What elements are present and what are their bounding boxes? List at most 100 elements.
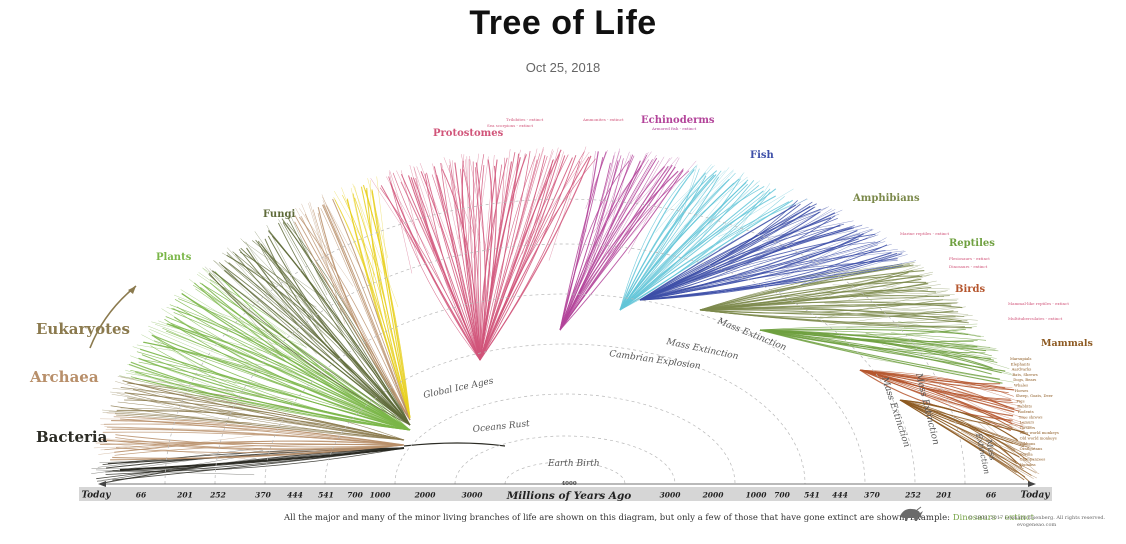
event-label-cambrian-explosion: Cambrian Explosion: [609, 349, 702, 372]
axis-tick-right-8: 201: [935, 491, 952, 500]
mammal-label-16: Gibbons: [1020, 441, 1036, 446]
branch-sector-amphibians: [699, 262, 978, 329]
extinct-label-marine-reptiles: Marine reptiles - extinct: [900, 231, 950, 236]
branch-sector-eukaryotes: [102, 376, 405, 441]
copyright-notice: © 2008, 2017 Leonard Eisenberg. All righ…: [968, 515, 1105, 529]
group-label-archaea: Archaea: [29, 368, 99, 386]
time-ellipse-5: [264, 293, 866, 485]
branch-sector-protostomes: [370, 146, 596, 361]
mammal-label-9: Rabbits: [1017, 404, 1032, 409]
group-label-plants: Plants: [156, 252, 192, 263]
axis-tick-left-5: 444: [287, 491, 303, 500]
extinct-label-ammonites: Ammonites - extinct: [582, 117, 624, 122]
axis-tick-left-6: 541: [318, 491, 334, 500]
time-ellipse-2: [454, 435, 676, 485]
axis-tick-right-2: 1000: [746, 491, 768, 500]
mammal-label-11: Tree shrews: [1019, 414, 1043, 419]
branch-sector-fish-light: [619, 164, 808, 311]
mammal-label-7: Sheep, Goats, Deer: [1016, 393, 1053, 398]
timeline-arrow-left: [98, 481, 106, 487]
diagram-caption: All the major and many of the minor livi…: [284, 513, 1034, 523]
event-label-oceans-rust: Oceans Rust: [472, 419, 530, 435]
axis-tick-left-10: 3000: [462, 491, 484, 500]
mammal-label-1: Elephants: [1011, 361, 1030, 366]
mammal-label-6: Horses: [1015, 388, 1029, 393]
axis-tick-right-3: 700: [774, 491, 790, 500]
axis-title: Millions of Years Ago: [506, 490, 632, 502]
axis-center-value: 4000: [561, 481, 576, 487]
caption-example: Dinosaurs - extinct: [952, 513, 1035, 523]
axis-tick-right-9: 66: [986, 491, 997, 500]
triceratops-icon: [900, 506, 923, 521]
branch-sector-yellow-protists: [333, 176, 411, 419]
extinct-label-multituberculates: Multituberculates - extinct: [1008, 316, 1063, 321]
time-ellipse-6: [214, 243, 916, 485]
group-label-protostomes: Protostomes: [433, 128, 504, 139]
event-label-earth-birth: Earth Birth: [547, 459, 600, 469]
axis-ticks: Today 66 201 252 370 444 541 700 1000 2000 3000 300…: [81, 491, 1050, 501]
group-label-bacteria: Bacteria: [36, 428, 108, 446]
event-label-global-ice-ages: Global Ice Ages: [423, 376, 495, 401]
mammal-label-8: Pigs: [1016, 398, 1024, 403]
axis-tick-left-0: Today: [81, 491, 111, 501]
mammal-label-13: Tarsiers: [1020, 425, 1036, 430]
group-label-amphibians: Amphibians: [852, 193, 920, 204]
branch-sector-reptiles: [759, 321, 1014, 384]
axis-tick-right-10: Today: [1020, 491, 1050, 501]
axis-tick-right-5: 444: [832, 491, 848, 500]
mammal-label-17: Orangutans: [1020, 446, 1043, 451]
tree-branches: [91, 146, 1040, 484]
mammal-label-19: Chimpanzees: [1020, 457, 1046, 462]
mammal-label-18: Gorilla: [1020, 451, 1034, 456]
mammal-label-5: Whales: [1014, 383, 1028, 388]
axis-tick-left-3: 252: [209, 491, 226, 500]
group-label-reptiles: Reptiles: [949, 238, 995, 249]
axis-tick-left-9: 2000: [414, 491, 437, 500]
extinct-label-plesiosaurs: Plesiosaurs - extinct: [949, 256, 990, 261]
page-title: Tree of Life: [469, 4, 657, 42]
axis-tick-left-1: 66: [136, 491, 147, 500]
extinct-label-sea-scorpions: Sea scorpions - extinct: [487, 123, 533, 128]
time-ellipse-1: [504, 461, 626, 485]
axis-tick-left-2: 201: [176, 491, 193, 500]
mammal-label-15: Old world monkeys: [1020, 436, 1057, 441]
mammal-label-0: Marsupials: [1010, 356, 1031, 361]
branch-sector-archaea: [93, 412, 405, 461]
time-ellipse-3: [394, 393, 736, 485]
axis-tick-right-0: 3000: [660, 491, 682, 500]
eukaryote-arrow-head: [128, 286, 136, 294]
copyright-site: evogeneao.com: [1017, 522, 1057, 528]
mammal-label-14: New world monkeys: [1020, 430, 1059, 435]
group-label-fish: Fish: [750, 150, 775, 161]
group-label-echinoderms: Echinoderms: [641, 115, 715, 126]
mammal-label-4: Dogs, Bears: [1013, 377, 1036, 382]
mammal-label-20: Humans: [1020, 462, 1036, 467]
axis-tick-right-7: 252: [904, 491, 921, 500]
timeline-arrow-right: [1028, 481, 1036, 487]
eukaryote-arrow: [89, 285, 137, 349]
extinct-label-mammal-like-reptiles: Mammal-like reptiles - extinct: [1008, 301, 1069, 306]
branch-sector-protists: [294, 194, 411, 421]
time-ellipse-4: [324, 343, 806, 485]
axis-tick-left-7: 700: [347, 491, 363, 500]
extinct-label-dinosaurs: Dinosaurs - extinct: [949, 264, 988, 269]
publish-date: Oct 25, 2018: [525, 60, 601, 75]
group-label-birds: Birds: [955, 284, 986, 295]
axis-tick-left-8: 1000: [370, 491, 392, 500]
extinct-label-armored-fish: Armored fish - extinct: [651, 126, 697, 131]
oceans-rust-branch: [403, 442, 506, 447]
group-label-eukaryotes: Eukaryotes: [36, 320, 130, 338]
mammal-label-12: Lemurs: [1020, 420, 1035, 425]
axis-tick-right-6: 370: [864, 491, 880, 500]
group-label-fungi: Fungi: [263, 209, 295, 220]
axis-tick-right-4: 541: [804, 491, 820, 500]
time-ellipse-7: [164, 198, 966, 485]
mammal-label-10: Rodents: [1018, 409, 1034, 414]
caption-text: All the major and many of the minor livi…: [284, 513, 951, 523]
branch-sector-plants: [119, 267, 411, 431]
time-ellipses: [164, 198, 966, 485]
branch-sector-fish: [639, 198, 917, 301]
mammal-label-2: Aardvarks: [1011, 367, 1032, 372]
